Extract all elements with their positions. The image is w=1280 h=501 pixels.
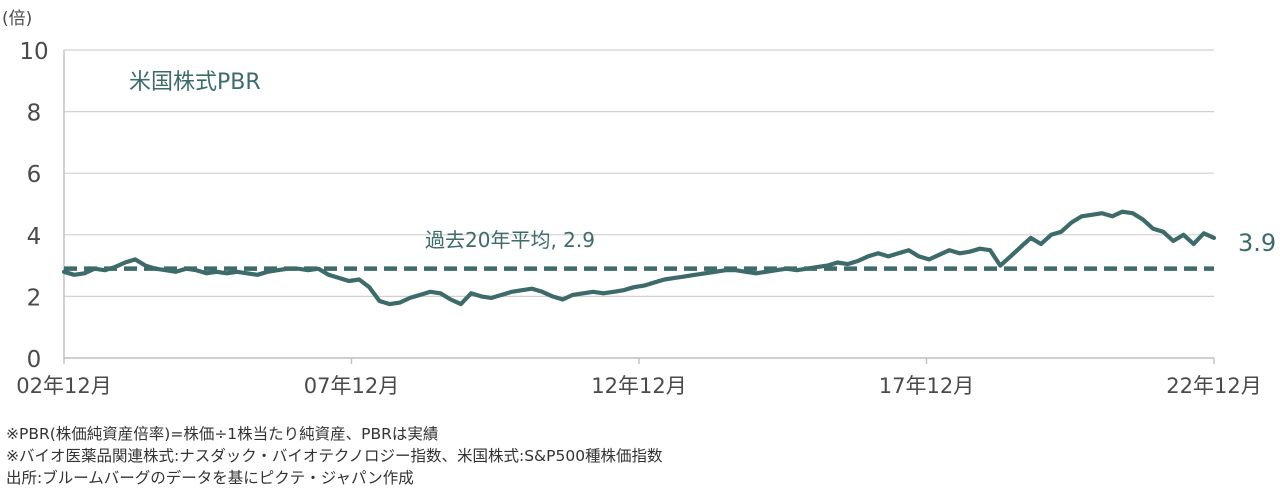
unit-label: (倍): [2, 9, 32, 29]
pbr-chart: 0 2 4 6 8 10 02年12月 07年12月 12年12月 17年12月 22年12月 (倍…: [2, 9, 1276, 398]
average-label: 過去20年平均, 2.9: [425, 228, 595, 252]
x-tick-label: 02年12月: [16, 374, 111, 398]
footnotes: ※PBR(株価純資産倍率)=株価÷1株当たり純資産、PBRは実績 ※バイオ医薬品…: [6, 423, 663, 489]
footnote-index-sources: ※バイオ医薬品関連株式:ナスダック・バイオテクノロジー指数、米国株式:S&P50…: [6, 447, 663, 465]
axes: 0 2 4 6 8 10 02年12月 07年12月 12年12月 17年12月 22年12月: [16, 39, 1261, 398]
x-tick-label: 07年12月: [304, 374, 399, 398]
y-tick-label: 2: [27, 285, 42, 311]
y-tick-label: 8: [27, 101, 42, 127]
pbr-series-line: [61, 209, 1217, 307]
footnote-pbr-definition: ※PBR(株価純資産倍率)=株価÷1株当たり純資産、PBRは実績: [6, 425, 439, 443]
x-tick-label: 17年12月: [879, 374, 974, 398]
end-value-label: 3.9: [1238, 229, 1276, 257]
y-tick-label: 10: [19, 39, 48, 65]
y-tick-label: 4: [27, 224, 42, 250]
x-tick-label: 12年12月: [591, 374, 686, 398]
footnote-data-source: 出所:ブルームバーグのデータを基にピクテ・ジャパン作成: [6, 469, 414, 487]
y-tick-label: 0: [27, 347, 42, 373]
gridlines: [64, 49, 1214, 297]
series-group: [61, 209, 1217, 307]
chart-title: 米国株式PBR: [129, 70, 261, 95]
y-tick-label: 6: [27, 162, 42, 188]
x-tick-label: 22年12月: [1166, 374, 1261, 398]
